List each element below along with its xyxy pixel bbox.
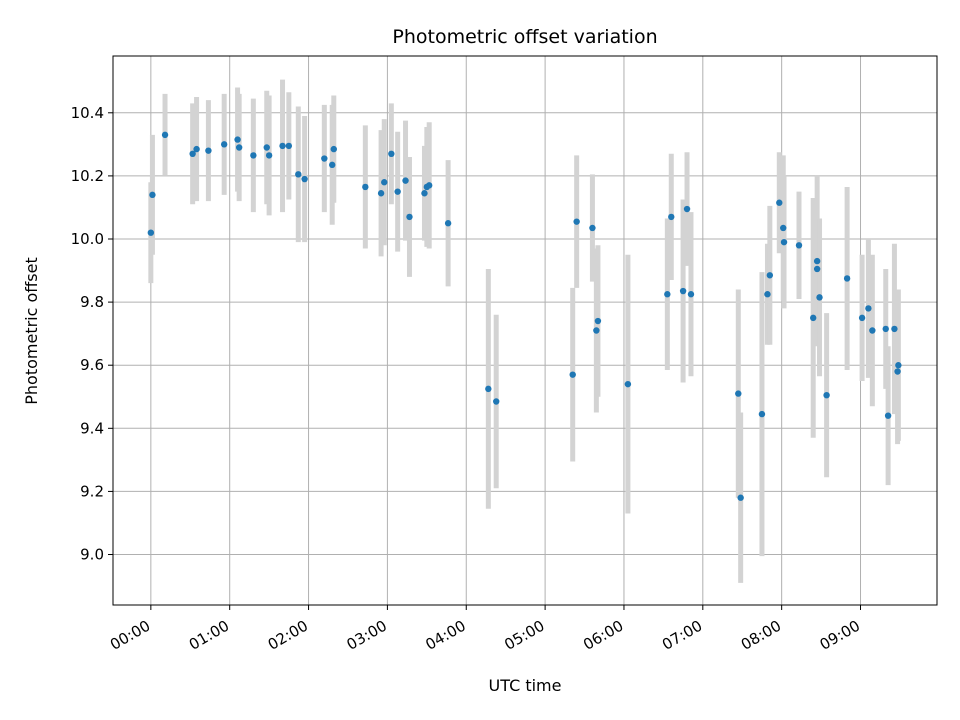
data-point: [683, 205, 691, 213]
data-point: [894, 368, 901, 375]
data-point: [161, 131, 169, 139]
data-point: [668, 213, 675, 221]
data-point: [869, 327, 876, 334]
data-point: [444, 220, 452, 227]
data-point: [279, 142, 286, 150]
y-tick-label: 9.4: [80, 419, 104, 437]
data-point: [573, 218, 580, 225]
data-point: [664, 291, 671, 298]
data-point: [425, 182, 433, 189]
y-tick-label: 9.6: [80, 356, 104, 374]
data-point: [843, 275, 851, 282]
data-point: [193, 145, 200, 153]
data-point: [810, 314, 817, 322]
data-point: [624, 380, 632, 388]
data-point: [589, 224, 596, 232]
data-point: [679, 287, 687, 295]
data-point: [250, 152, 257, 159]
data-point: [205, 147, 212, 154]
y-tick-label: 9.8: [80, 293, 104, 311]
data-point: [406, 213, 413, 221]
data-point: [858, 314, 866, 322]
data-point: [735, 390, 742, 397]
data-point: [147, 229, 155, 236]
data-point: [285, 142, 293, 150]
data-point: [823, 391, 830, 399]
data-point: [593, 327, 600, 334]
data-point: [263, 144, 270, 151]
data-point: [776, 199, 783, 206]
data-point: [329, 161, 336, 169]
data-point: [816, 294, 823, 301]
data-point: [493, 398, 500, 405]
data-point: [234, 136, 241, 143]
plot-frame: [112, 55, 938, 606]
y-tick-label: 10.4: [71, 104, 104, 122]
data-point: [758, 410, 766, 418]
data-point: [388, 150, 395, 158]
data-point: [377, 190, 385, 197]
data-point: [737, 494, 744, 501]
data-point: [381, 179, 388, 186]
data-point: [402, 177, 409, 184]
data-point: [780, 238, 788, 246]
data-point: [321, 155, 328, 162]
data-point: [569, 371, 576, 378]
data-point: [780, 224, 787, 232]
data-point: [795, 242, 803, 249]
data-point: [265, 152, 273, 159]
x-axis-label: UTC time: [489, 676, 562, 695]
data-point: [764, 291, 771, 298]
data-point: [895, 362, 902, 369]
data-point: [884, 412, 892, 419]
data-point: [149, 191, 156, 199]
data-point: [865, 305, 872, 312]
y-tick-label: 10.0: [71, 230, 104, 248]
data-point: [891, 325, 898, 333]
data-point: [485, 385, 492, 393]
data-point: [813, 265, 821, 273]
chart-title: Photometric offset variation: [392, 26, 657, 48]
y-axis-label: Photometric offset: [22, 257, 41, 405]
grid: [113, 56, 937, 605]
data-point: [235, 144, 243, 151]
y-tick-label: 9.2: [80, 482, 104, 500]
data-point: [189, 150, 196, 158]
y-tick-label: 10.2: [71, 167, 104, 185]
data-point: [330, 145, 337, 153]
data-point: [421, 190, 428, 197]
data-point: [362, 183, 369, 191]
y-tick-label: 9.0: [80, 546, 104, 564]
data-point: [295, 171, 302, 178]
data-point: [394, 188, 401, 195]
data-point: [687, 291, 695, 298]
data-point: [766, 272, 774, 279]
data-point: [882, 325, 889, 333]
data-point: [594, 317, 602, 325]
data-point: [220, 141, 228, 148]
data-point: [301, 175, 308, 183]
data-point: [813, 257, 821, 265]
data-points: [147, 131, 902, 501]
